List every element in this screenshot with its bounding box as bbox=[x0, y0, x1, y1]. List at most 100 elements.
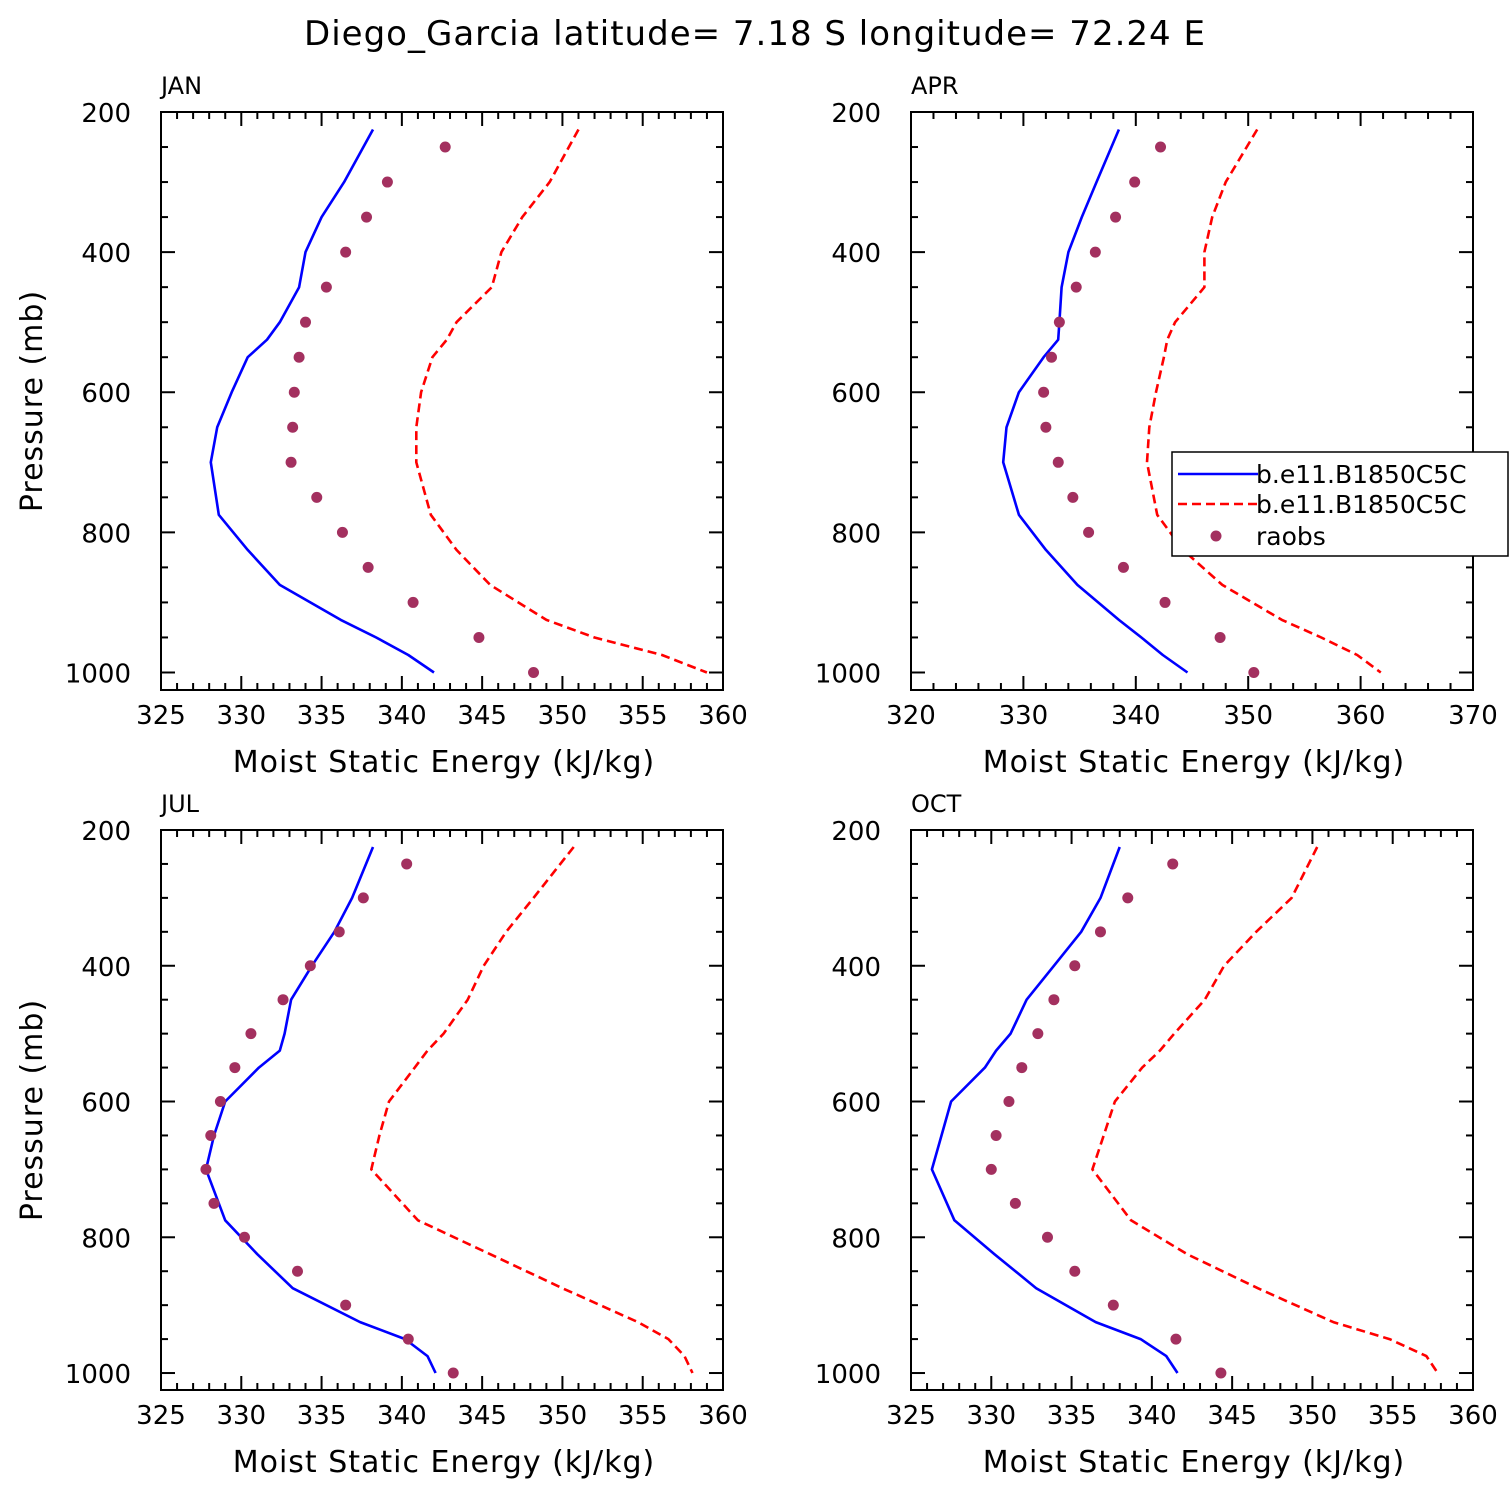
raobs-point bbox=[1016, 1062, 1028, 1074]
raobs-point bbox=[1155, 141, 1167, 153]
y-tick-label: 1000 bbox=[65, 659, 131, 689]
plot-frame-apr bbox=[910, 111, 1474, 691]
x-tick-label: 345 bbox=[457, 701, 507, 731]
raobs-point bbox=[277, 994, 289, 1006]
x-tick-label: 325 bbox=[136, 701, 186, 731]
legend-entry-2: b.e11.B1850C5C bbox=[1256, 490, 1467, 519]
x-tick-label: 360 bbox=[1336, 701, 1386, 731]
model-1-solid-line bbox=[204, 846, 437, 1374]
x-tick-label: 345 bbox=[457, 1401, 507, 1431]
raobs-point bbox=[1094, 926, 1106, 938]
panel-jan: JAN 325 330 335 340 345 350 355 360 200 400 600 800 1… bbox=[15, 72, 748, 780]
x-tick-label: 355 bbox=[1368, 1401, 1418, 1431]
raobs-point bbox=[304, 960, 316, 972]
panel-oct: OCT 325 330 335 340 345 350 355 360 200 400 600 800 1… bbox=[815, 790, 1498, 1480]
x-tick-label: 350 bbox=[1288, 1401, 1338, 1431]
y-tick-label: 600 bbox=[831, 379, 881, 409]
y-tick-label: 600 bbox=[81, 379, 131, 409]
panel-label-oct: OCT bbox=[911, 790, 962, 818]
raobs-point bbox=[473, 631, 485, 643]
model-2-dashed-line bbox=[414, 128, 708, 674]
raobs-point bbox=[1070, 281, 1082, 293]
model-1-solid-line bbox=[209, 128, 435, 674]
raobs-point bbox=[401, 858, 413, 870]
raobs-point bbox=[402, 1333, 414, 1345]
raobs-point bbox=[245, 1028, 257, 1040]
raobs-point bbox=[528, 666, 540, 678]
x-tick-label: 355 bbox=[618, 1401, 668, 1431]
y-tick-label: 600 bbox=[81, 1089, 131, 1119]
legend-entry-1: b.e11.B1850C5C bbox=[1256, 460, 1467, 489]
raobs-point bbox=[1215, 1367, 1227, 1379]
raobs-point bbox=[1032, 1028, 1044, 1040]
raobs-point bbox=[1248, 666, 1260, 678]
legend-entry-3: raobs bbox=[1256, 522, 1326, 551]
raobs-point bbox=[1107, 1299, 1119, 1311]
raobs-point bbox=[990, 1129, 1002, 1141]
x-tick-label: 330 bbox=[216, 1401, 266, 1431]
panel-label-jul: JUL bbox=[159, 790, 200, 818]
raobs-point bbox=[288, 386, 300, 398]
raobs-point bbox=[1214, 631, 1226, 643]
x-tick-label: 320 bbox=[886, 701, 936, 731]
raobs-point bbox=[361, 211, 373, 223]
panels-group: JAN 325 330 335 340 345 350 355 360 200 400 600 800 1… bbox=[15, 72, 1509, 1480]
x-axis-label: Moist Static Energy (kJ/kg) bbox=[233, 745, 656, 780]
panel-label-jan: JAN bbox=[159, 72, 202, 100]
raobs-point bbox=[1003, 1096, 1015, 1108]
raobs-point bbox=[340, 1299, 352, 1311]
legend-swatch-raobs bbox=[1210, 530, 1222, 542]
raobs-point bbox=[1069, 960, 1081, 972]
y-tick-label: 1000 bbox=[65, 1360, 131, 1390]
x-tick-label: 370 bbox=[1448, 701, 1498, 731]
y-tick-label: 400 bbox=[81, 239, 131, 269]
y-tick-label: 400 bbox=[831, 239, 881, 269]
raobs-point bbox=[1167, 858, 1179, 870]
y-tick-label: 200 bbox=[81, 99, 131, 129]
raobs-point bbox=[1110, 211, 1122, 223]
x-tick-label: 340 bbox=[1111, 701, 1161, 731]
panel-label-apr: APR bbox=[911, 72, 959, 100]
raobs-point bbox=[1046, 351, 1057, 363]
raobs-point bbox=[205, 1129, 217, 1141]
raobs-point bbox=[357, 892, 369, 904]
x-tick-label: 350 bbox=[1223, 701, 1273, 731]
raobs-point bbox=[1159, 596, 1171, 608]
raobs-point bbox=[985, 1163, 997, 1175]
raobs-point bbox=[439, 141, 451, 153]
raobs-point bbox=[1069, 1265, 1081, 1277]
raobs-point bbox=[1170, 1333, 1182, 1345]
raobs-point bbox=[1089, 246, 1101, 258]
raobs-point bbox=[1122, 892, 1134, 904]
x-tick-label: 330 bbox=[216, 701, 266, 731]
raobs-point bbox=[1067, 491, 1079, 503]
model-2-dashed-line bbox=[369, 846, 694, 1374]
x-tick-label: 355 bbox=[618, 701, 668, 731]
raobs-point bbox=[1129, 176, 1141, 188]
raobs-point bbox=[1040, 421, 1052, 433]
y-axis-label: Pressure (mb) bbox=[15, 290, 50, 512]
raobs-point bbox=[1009, 1197, 1021, 1209]
model-1-solid-line bbox=[930, 846, 1179, 1374]
raobs-point bbox=[1083, 526, 1095, 538]
x-tick-label: 330 bbox=[999, 701, 1049, 731]
raobs-point bbox=[285, 456, 297, 468]
raobs-point bbox=[208, 1197, 220, 1209]
plot-frame-jan bbox=[160, 111, 724, 691]
x-tick-label: 360 bbox=[1448, 1401, 1498, 1431]
plot-frame-oct bbox=[910, 829, 1474, 1391]
plot-frame-jul bbox=[160, 829, 724, 1391]
model-2-dashed-line bbox=[1091, 846, 1439, 1374]
y-tick-label: 200 bbox=[81, 817, 131, 847]
raobs-point bbox=[287, 421, 299, 433]
model-1-solid-line bbox=[1001, 128, 1189, 674]
x-tick-label: 335 bbox=[1047, 1401, 1097, 1431]
raobs-point bbox=[238, 1231, 250, 1243]
y-tick-label: 800 bbox=[831, 1224, 881, 1254]
x-tick-label: 360 bbox=[698, 701, 748, 731]
x-axis-label: Moist Static Energy (kJ/kg) bbox=[233, 1445, 656, 1480]
y-tick-label: 800 bbox=[81, 1224, 131, 1254]
raobs-point bbox=[320, 281, 332, 293]
